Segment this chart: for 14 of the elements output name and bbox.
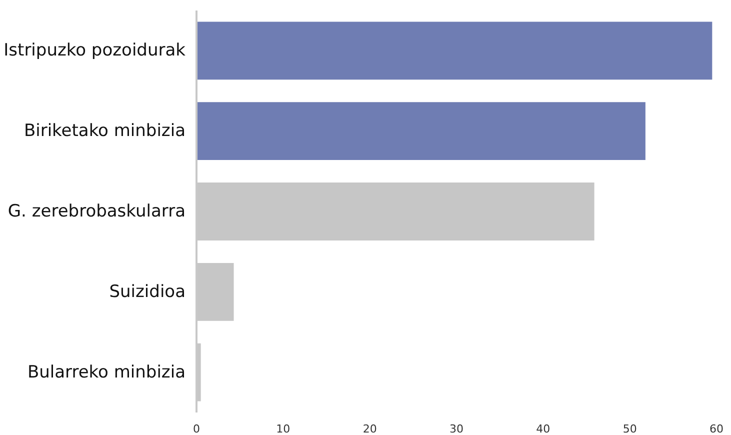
x-tick-label: 60 bbox=[710, 422, 724, 435]
x-tick-label: 40 bbox=[536, 422, 550, 435]
y-tick-label: Bularreko minbizia bbox=[27, 362, 186, 382]
x-tick-label: 50 bbox=[622, 422, 637, 435]
y-tick-label: Suizidioa bbox=[109, 282, 186, 302]
y-tick-label: Biriketako minbizia bbox=[24, 121, 186, 142]
x-tick-label: 10 bbox=[276, 422, 290, 435]
bar bbox=[196, 102, 646, 160]
y-tick-label: Istripuzko pozoidurak bbox=[4, 40, 186, 61]
y-tick-label: G. zerebrobaskularra bbox=[8, 202, 186, 222]
x-tick-label: 20 bbox=[362, 422, 377, 435]
x-tick-label: 0 bbox=[193, 422, 200, 435]
bar bbox=[196, 22, 712, 80]
x-tick-label: 30 bbox=[450, 422, 464, 435]
